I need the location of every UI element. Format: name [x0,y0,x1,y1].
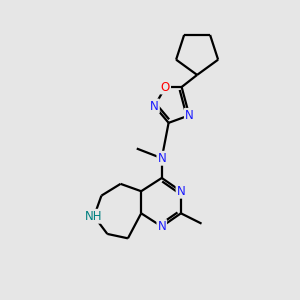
Text: N: N [185,109,194,122]
Text: N: N [176,185,185,198]
Text: N: N [158,220,166,233]
Text: N: N [150,100,159,112]
Text: NH: NH [85,210,103,223]
Text: O: O [161,80,170,94]
Text: N: N [158,152,166,165]
